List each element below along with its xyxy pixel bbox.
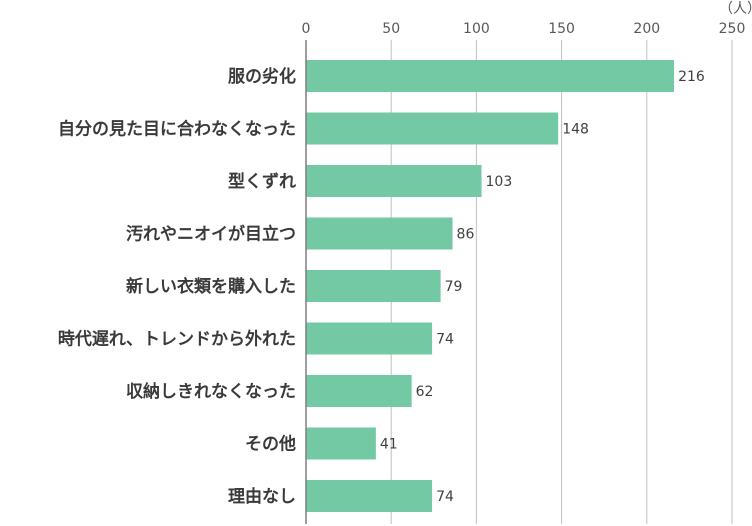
value-label: 216 — [678, 69, 705, 85]
category-label: 服の劣化 — [228, 66, 296, 87]
x-tick-labels: 0 50 100 150 200 250 — [302, 21, 746, 37]
value-labels: 216 148 103 86 79 74 62 41 74 — [380, 69, 705, 505]
category-label: 時代遅れ、トレンドから外れた — [58, 329, 296, 350]
x-tick-label: 100 — [463, 21, 490, 37]
bar — [306, 165, 482, 197]
category-label: 新しい衣類を購入した — [126, 276, 296, 297]
bar — [306, 60, 675, 92]
category-label: その他 — [245, 434, 296, 455]
bar — [306, 480, 433, 512]
bar — [306, 427, 376, 460]
x-tick-label: 150 — [548, 21, 575, 37]
category-label: 自分の見た目に合わなくなった — [58, 119, 296, 140]
category-labels: 服の劣化自分の見た目に合わなくなった型くずれ汚れやニオイが目立つ新しい衣類を購入… — [58, 66, 296, 507]
x-tick-label: 200 — [633, 21, 660, 37]
unit-label: （人） — [719, 1, 752, 17]
bar — [306, 375, 412, 407]
bar — [306, 270, 441, 302]
bars — [306, 60, 675, 512]
x-tick-label: 50 — [382, 21, 400, 37]
x-tick-label: 250 — [719, 21, 746, 37]
value-label: 41 — [380, 437, 398, 453]
value-label: 74 — [436, 332, 454, 348]
bar — [306, 112, 559, 145]
value-label: 86 — [457, 227, 475, 243]
value-label: 148 — [562, 122, 589, 138]
category-label: 理由なし — [228, 486, 296, 507]
value-label: 74 — [436, 489, 454, 505]
category-label: 収納しきれなくなった — [126, 381, 296, 402]
x-tick-label: 0 — [302, 21, 311, 37]
category-label: 汚れやニオイが目立つ — [126, 224, 296, 245]
bar — [306, 322, 433, 355]
bar — [306, 217, 453, 250]
value-label: 103 — [486, 174, 513, 190]
value-label: 62 — [416, 384, 434, 400]
value-label: 79 — [445, 279, 463, 295]
category-label: 型くずれ — [228, 171, 296, 192]
